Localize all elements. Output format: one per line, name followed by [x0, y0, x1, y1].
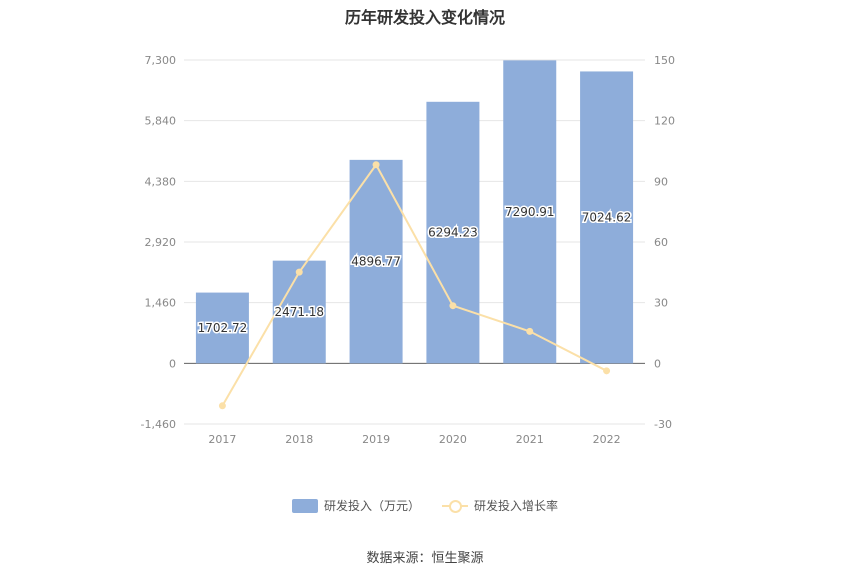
bar	[349, 159, 403, 364]
left-axis-tick-label: 4,380	[145, 175, 177, 188]
bar-value-label: 1702.72	[198, 321, 248, 335]
bar-value-label: 2471.18	[274, 305, 324, 319]
left-axis-tick-label: 5,840	[145, 115, 177, 128]
x-axis-tick-label: 2019	[362, 433, 390, 446]
bar-value-label: 7024.62	[582, 210, 632, 224]
legend-line-swatch	[442, 499, 468, 513]
bar-value-label: 7290.91	[505, 205, 555, 219]
growth-rate-point	[218, 402, 226, 410]
x-axis-tick-label: 2018	[285, 433, 313, 446]
bar	[503, 60, 557, 364]
right-axis-tick-label: 60	[654, 236, 668, 249]
chart-title: 历年研发投入变化情况	[344, 8, 505, 27]
growth-rate-point	[603, 367, 611, 375]
grid-lines	[184, 59, 645, 425]
bar-data-labels: 1702.72 2471.18 4896.77 6294.23 7290.91 7024.…	[196, 203, 633, 336]
bar-value-label: 6294.23	[428, 226, 478, 240]
line-series	[218, 161, 611, 410]
growth-rate-point	[526, 327, 534, 335]
x-axis-tick-label: 2021	[516, 433, 544, 446]
right-axis-tick-label: 30	[654, 297, 668, 310]
growth-rate-point	[295, 268, 303, 276]
bar-value-label: 4896.77	[351, 255, 401, 269]
bar-series	[195, 60, 634, 364]
bar	[195, 292, 249, 364]
x-axis-tick-label: 2020	[439, 433, 467, 446]
growth-rate-point	[372, 161, 380, 169]
left-axis-tick-label: 7,300	[145, 54, 177, 67]
left-axis-tick-label: 1,460	[145, 297, 177, 310]
bar	[580, 71, 634, 364]
right-axis-tick-label: 90	[654, 175, 668, 188]
left-axis-tick-label: 0	[169, 357, 176, 370]
x-axis-tick-label: 2017	[208, 433, 236, 446]
legend-item-rd-investment[interactable]: 研发投入（万元）	[291, 497, 420, 514]
bar	[426, 101, 480, 364]
growth-rate-point	[449, 302, 457, 310]
source-note: 数据来源：恒生聚源	[366, 551, 484, 566]
legend-bar-swatch	[291, 498, 318, 513]
right-axis-tick-label: 0	[654, 357, 661, 370]
left-axis-tick-label: -1,460	[141, 418, 176, 431]
legend-label-growth-rate: 研发投入增长率	[474, 499, 559, 513]
legend-item-growth-rate[interactable]: 研发投入增长率	[442, 497, 558, 514]
right-axis-tick-label: -30	[654, 418, 672, 431]
axis-labels: -1,460 -30 0 0 1,460 30 2,920 60 4,380 90 5,840 120…	[141, 54, 675, 446]
x-axis-tick-label: 2022	[593, 433, 621, 446]
right-axis-tick-label: 150	[654, 54, 675, 67]
legend-label-rd-investment: 研发投入（万元）	[323, 499, 420, 513]
legend: 研发投入（万元） 研发投入增长率	[0, 497, 850, 514]
bar	[272, 260, 326, 364]
left-axis-tick-label: 2,920	[145, 236, 177, 249]
right-axis-tick-label: 120	[654, 115, 675, 128]
growth-rate-line	[221, 162, 608, 407]
